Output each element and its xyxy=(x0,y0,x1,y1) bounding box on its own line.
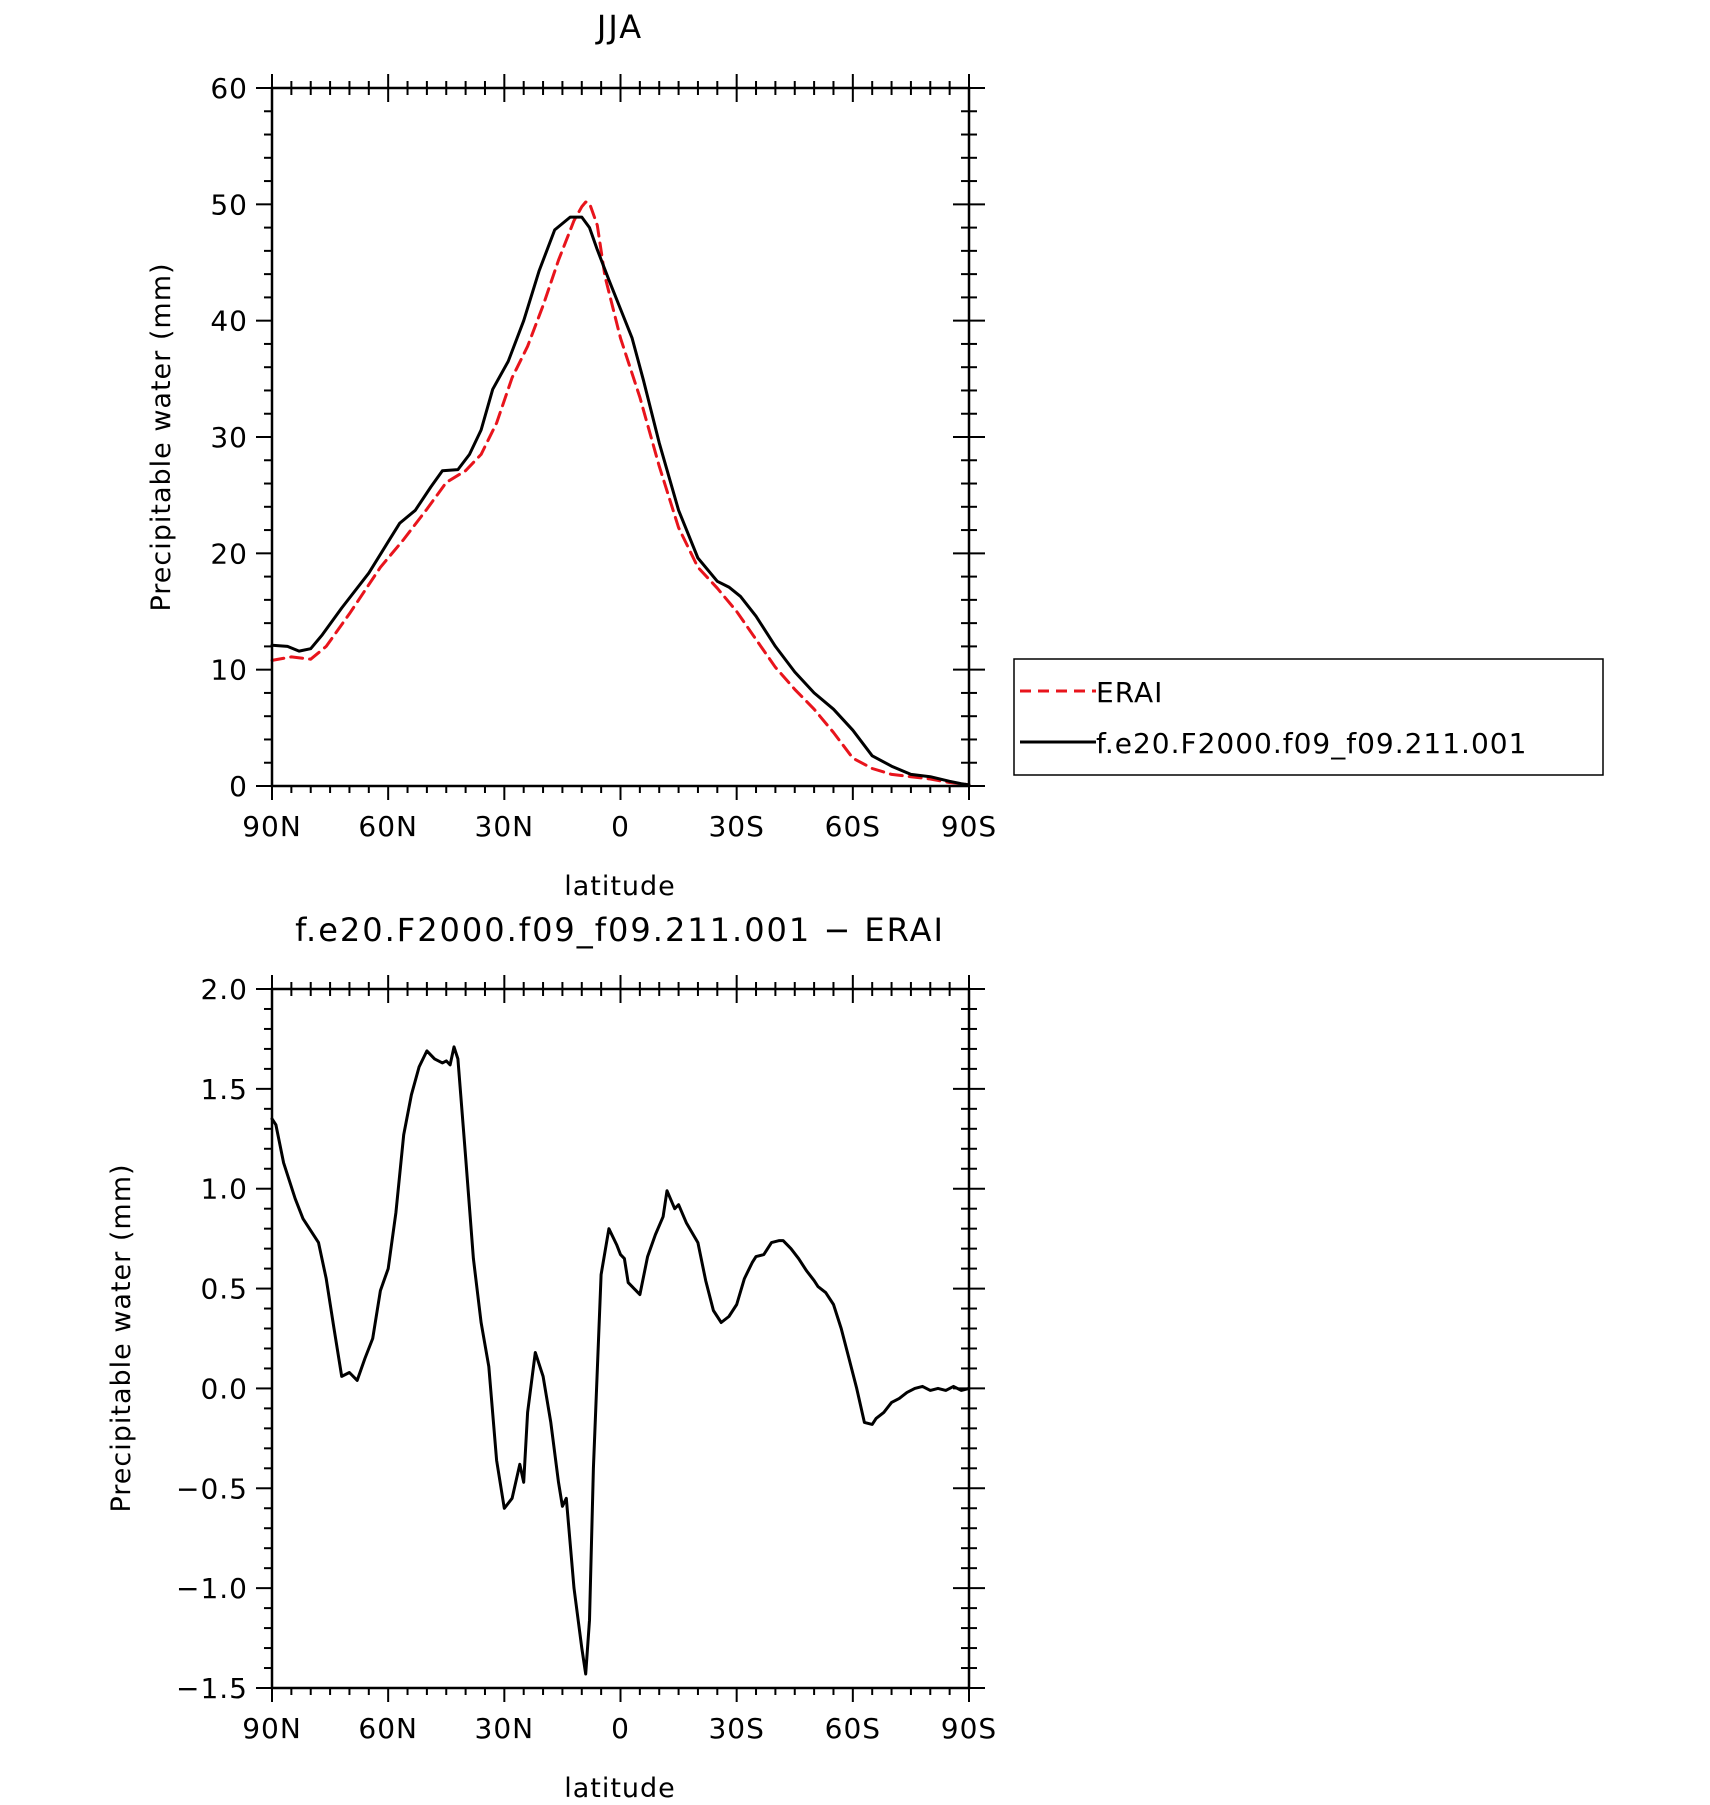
y-tick-label: −0.5 xyxy=(176,1472,248,1505)
top-chart-ticks xyxy=(256,74,985,800)
x-tick-label: 30S xyxy=(708,1712,764,1745)
x-tick-label: 0 xyxy=(611,1712,630,1745)
y-tick-label: 1.0 xyxy=(200,1173,248,1206)
y-tick-label: 0 xyxy=(229,770,248,803)
x-tick-label: 60S xyxy=(825,810,881,843)
top-y-axis-title: Precipitable water (mm) xyxy=(146,262,177,611)
y-tick-label: 60 xyxy=(210,72,248,105)
bottom-line-chart: f.e20.F2000.f09_f09.211.001 − ERAI 2.0 1.… xyxy=(106,911,997,1804)
x-tick-label: 90N xyxy=(242,810,302,843)
x-tick-label: 90S xyxy=(941,1712,997,1745)
bottom-chart-series xyxy=(270,1045,971,1676)
series-line-erai xyxy=(270,200,971,787)
top-plot-frame xyxy=(270,86,971,788)
x-tick-label: 0 xyxy=(611,810,630,843)
bottom-y-tick-labels: 2.0 1.5 1.0 0.5 0.0 −0.5 −1.0 −1.5 xyxy=(176,973,248,1705)
y-tick-label: 0.5 xyxy=(200,1273,248,1306)
bottom-chart-ticks xyxy=(256,975,985,1702)
y-tick-label: 40 xyxy=(210,305,248,338)
x-tick-label: 60S xyxy=(825,1712,881,1745)
y-tick-label: 1.5 xyxy=(200,1073,248,1106)
bottom-y-axis-title: Precipitable water (mm) xyxy=(106,1163,137,1512)
x-tick-label: 90N xyxy=(242,1712,302,1745)
x-tick-label: 60N xyxy=(358,810,418,843)
top-line-chart: JJA 0 10 20 30 40 50 60 90N 60N 30N 0 30S 60S 90S la… xyxy=(146,8,997,902)
series-line-difference xyxy=(270,1045,971,1676)
bottom-x-tick-labels: 90N 60N 30N 0 30S 60S 90S xyxy=(242,1712,997,1745)
series-line-f-e20-f2000-f09-f09-211-001 xyxy=(270,215,971,787)
top-chart-series xyxy=(270,200,971,787)
x-tick-label: 30N xyxy=(475,1712,535,1745)
y-tick-label: 2.0 xyxy=(200,973,248,1006)
top-x-tick-labels: 90N 60N 30N 0 30S 60S 90S xyxy=(242,810,997,843)
x-tick-label: 30N xyxy=(475,810,535,843)
y-tick-label: 0.0 xyxy=(200,1372,248,1405)
legend-box xyxy=(1013,658,1604,776)
legend: ERAI f.e20.F2000.f09_f09.211.001 xyxy=(1013,658,1604,776)
bottom-x-axis-title: latitude xyxy=(564,1773,676,1804)
y-tick-label: −1.0 xyxy=(176,1572,248,1605)
y-tick-label: −1.5 xyxy=(176,1672,248,1705)
x-tick-label: 60N xyxy=(358,1712,418,1745)
top-chart-title: JJA xyxy=(595,8,643,46)
bottom-chart-title: f.e20.F2000.f09_f09.211.001 − ERAI xyxy=(295,911,945,949)
y-tick-label: 30 xyxy=(210,421,248,454)
legend-label-model: f.e20.F2000.f09_f09.211.001 xyxy=(1096,727,1527,760)
y-tick-label: 10 xyxy=(210,654,248,687)
bottom-plot-frame xyxy=(270,987,971,1690)
x-tick-label: 30S xyxy=(708,810,764,843)
x-tick-label: 90S xyxy=(941,810,997,843)
y-tick-label: 20 xyxy=(210,537,248,570)
top-x-axis-title: latitude xyxy=(564,871,676,902)
y-tick-label: 50 xyxy=(210,188,248,221)
top-y-tick-labels: 0 10 20 30 40 50 60 xyxy=(210,72,248,803)
legend-label-erai: ERAI xyxy=(1096,676,1163,709)
